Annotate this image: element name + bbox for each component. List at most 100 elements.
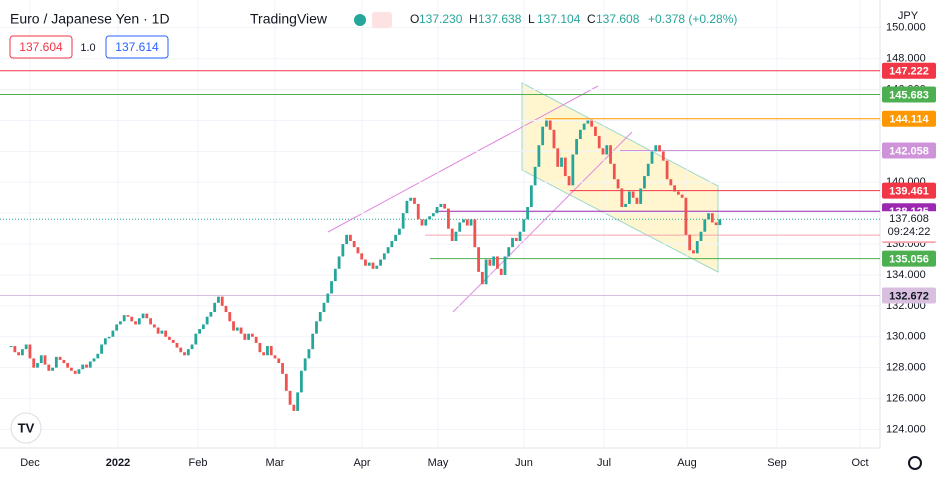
candle [514, 237, 518, 241]
candle [416, 203, 420, 220]
candle [122, 315, 126, 322]
candle [390, 240, 394, 248]
candle [284, 373, 288, 391]
ask: 137.614 [115, 40, 159, 54]
candle [273, 355, 277, 359]
market-status [354, 14, 366, 26]
level-label: 142.058 [889, 145, 929, 157]
candle [375, 265, 379, 269]
candle [458, 222, 462, 232]
candle [480, 271, 484, 285]
candle [111, 330, 115, 337]
trend-line [327, 85, 599, 233]
candle [360, 253, 364, 260]
candle [537, 145, 541, 167]
candle [66, 363, 70, 368]
x-tick-label: Oct [851, 457, 868, 469]
y-tick-label: 124.000 [886, 423, 926, 435]
level-tag [882, 250, 936, 267]
candle [627, 191, 631, 204]
candle [198, 329, 201, 334]
x-tick-label: Apr [353, 457, 370, 469]
candle [54, 356, 58, 368]
candle [488, 259, 492, 266]
candle [13, 346, 17, 353]
candle [171, 339, 175, 343]
level-label: 147.222 [889, 66, 929, 78]
candle [330, 281, 333, 294]
candle [439, 203, 443, 208]
candle [650, 151, 654, 164]
candle [152, 324, 156, 328]
candle [156, 327, 160, 334]
candle [620, 188, 624, 208]
candle [307, 349, 311, 359]
candle [507, 247, 511, 257]
candle [250, 333, 254, 337]
candle [277, 358, 281, 364]
candle [435, 207, 439, 214]
candle [168, 336, 171, 340]
last-price: 137.608 [889, 213, 929, 225]
last-price-tag [882, 211, 936, 242]
logo[interactable] [10, 412, 42, 444]
candle [232, 321, 235, 331]
y-tick-label: 126.000 [886, 392, 926, 404]
candle [413, 197, 416, 204]
candle [217, 296, 220, 303]
candle [349, 234, 352, 241]
candle [254, 336, 258, 343]
y-tick-label: 128.000 [886, 362, 926, 374]
candle [703, 219, 707, 232]
candle [183, 352, 186, 356]
candle [643, 176, 646, 189]
candle [85, 364, 88, 368]
candle [21, 349, 24, 356]
ohlc-value: 137.230 [419, 12, 463, 26]
candle [209, 312, 213, 317]
candle [322, 302, 326, 313]
spread: 1.0 [80, 42, 95, 54]
ohlc-value: 137.638 [478, 12, 522, 26]
candle [201, 324, 205, 330]
candle [699, 231, 703, 241]
countdown: 09:24:22 [888, 226, 931, 238]
candle [288, 390, 292, 405]
candle [669, 179, 673, 186]
ohlc-value: 137.608 [596, 12, 640, 26]
candle [680, 194, 684, 198]
candle [77, 369, 81, 374]
x-tick-label: May [428, 457, 449, 469]
candle [100, 344, 103, 354]
candle [529, 185, 533, 208]
candle [496, 256, 499, 269]
candle [575, 139, 578, 155]
alert-icon[interactable] [372, 12, 392, 28]
brand: TradingView [250, 11, 328, 27]
candle [149, 318, 152, 325]
x-tick-label: Feb [189, 457, 208, 469]
candle [299, 370, 303, 393]
candle [269, 346, 273, 356]
candle [661, 151, 665, 161]
candle [710, 213, 714, 223]
ask-box[interactable] [105, 35, 169, 59]
bid-box[interactable] [9, 35, 73, 59]
level-tag [882, 110, 936, 127]
candle [292, 404, 296, 411]
candle [382, 253, 386, 260]
candle [28, 344, 32, 359]
candle [563, 157, 567, 177]
candle [420, 219, 424, 226]
y-tick-label: 148.000 [886, 53, 926, 65]
level-label: 132.672 [889, 290, 929, 302]
candle [665, 160, 669, 180]
candle [511, 237, 514, 248]
candle [107, 336, 111, 339]
candle [465, 219, 469, 226]
settings[interactable] [908, 456, 922, 470]
ohlc-key: L [528, 12, 535, 26]
candle [612, 163, 616, 180]
candle [220, 296, 224, 306]
candle [103, 338, 107, 345]
